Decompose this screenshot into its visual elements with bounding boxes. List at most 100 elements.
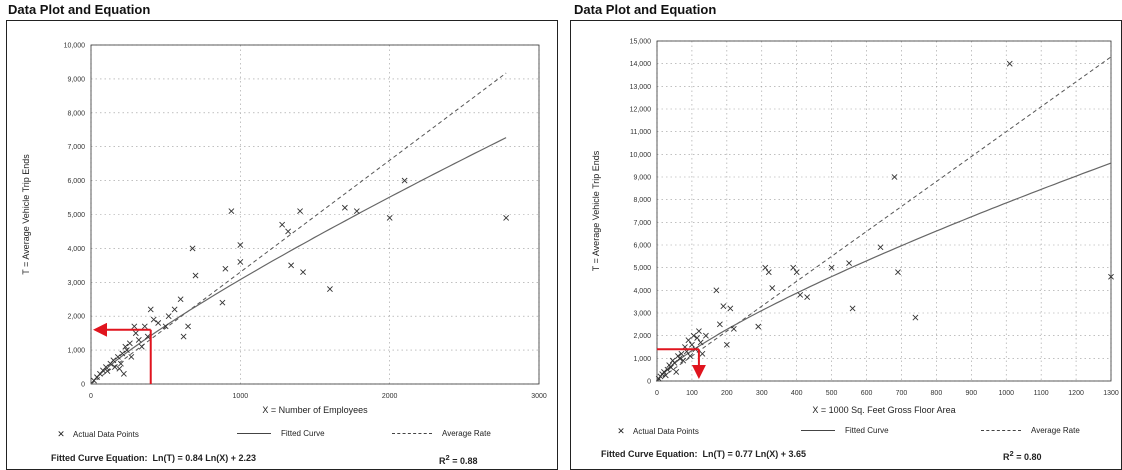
data-point <box>353 208 360 215</box>
x-tick-label: 1300 <box>1103 390 1119 397</box>
data-point <box>165 313 172 320</box>
legend-fitted: Fitted Curve <box>801 426 889 435</box>
fitted-curve-line <box>90 137 507 385</box>
data-point <box>228 208 235 215</box>
data-point <box>661 369 667 375</box>
average-rate-line <box>656 56 1112 382</box>
data-point <box>769 285 776 291</box>
data-point <box>762 264 769 271</box>
x-axis-label: X = Number of Employees <box>262 405 368 415</box>
data-point <box>104 368 111 375</box>
average-rate-line <box>90 72 507 385</box>
x-tick-label: 1100 <box>1034 390 1049 397</box>
x-tick-label: 200 <box>721 390 733 397</box>
x-tick-label: 500 <box>826 390 838 397</box>
y-tick-label: 10,000 <box>64 43 86 50</box>
data-point <box>111 364 118 370</box>
x-tick-label: 700 <box>896 390 908 397</box>
data-point <box>237 242 244 248</box>
data-point <box>503 214 510 221</box>
y-tick-label: 7,000 <box>67 144 85 151</box>
data-point <box>155 320 162 326</box>
data-point <box>727 305 734 312</box>
data-point <box>702 332 709 339</box>
x-tick-label: 1000 <box>998 390 1014 397</box>
solid-line-icon <box>237 433 271 435</box>
y-tick-label: 7,000 <box>633 220 651 227</box>
x-axis-label: X = 1000 Sq. Feet Gross Floor Area <box>812 405 955 415</box>
y-tick-label: 0 <box>647 379 651 386</box>
data-point <box>849 305 856 312</box>
legend-fitted: Fitted Curve <box>237 429 325 438</box>
y-tick-label: 9,000 <box>633 175 651 182</box>
y-tick-label: 2,000 <box>67 314 85 321</box>
data-point <box>219 299 226 306</box>
data-point <box>730 325 737 332</box>
y-tick-label: 6,000 <box>67 178 85 185</box>
x-tick-label: 3000 <box>531 393 547 400</box>
data-point <box>401 177 408 184</box>
data-point <box>673 369 680 375</box>
plot-border <box>90 44 540 385</box>
data-point <box>793 269 800 276</box>
y-tick-label: 13,000 <box>630 84 652 91</box>
data-point <box>116 365 123 372</box>
data-point <box>126 340 133 347</box>
chart-title: Data Plot and Equation <box>8 2 151 17</box>
data-point <box>662 372 669 379</box>
scatter-plot-employees: 0 1,000 2,000 3,000 4,000 5,000 6,000 7,000 8,00… <box>21 43 547 416</box>
r-squared: R2 = 0.88 <box>439 453 478 466</box>
x-tick-label: 800 <box>931 390 943 397</box>
data-point <box>110 357 117 364</box>
y-tick-label: 11,000 <box>630 129 651 136</box>
data-point <box>1006 60 1013 67</box>
data-point <box>122 343 129 350</box>
legend-points: ✕ Actual Data Points <box>55 429 139 440</box>
y-tick-label: 14,000 <box>630 61 652 68</box>
y-tick-label: 8,000 <box>633 197 651 204</box>
data-point <box>327 286 333 292</box>
scatter-plot-floor-area: 0 1,000 2,000 3,000 4,000 5,000 6,000 7,000 8,00… <box>591 39 1119 416</box>
y-tick-label: 5,000 <box>67 212 85 219</box>
data-point <box>804 294 811 301</box>
data-point <box>123 347 130 354</box>
y-tick-label: 3,000 <box>633 311 651 318</box>
data-point <box>790 264 797 271</box>
fitted-curve-line <box>656 162 1112 381</box>
y-tick-label: 4,000 <box>67 246 85 253</box>
data-point <box>120 370 127 377</box>
data-point <box>690 332 697 339</box>
data-point <box>912 314 919 321</box>
data-point <box>117 360 124 367</box>
legend-average: Average Rate <box>981 426 1080 435</box>
x-tick-label: 600 <box>861 390 873 397</box>
chart-frame: 0 1,000 2,000 3,000 4,000 5,000 6,000 7,000 8,00… <box>6 20 558 470</box>
chart-title: Data Plot and Equation <box>574 2 717 17</box>
data-point <box>828 264 835 271</box>
x-marker-icon: ✕ <box>57 429 65 439</box>
data-point <box>797 291 804 298</box>
data-point <box>135 337 142 343</box>
y-tick-label: 12,000 <box>630 107 652 114</box>
x-tick-label: 0 <box>89 393 93 400</box>
x-tick-label: 400 <box>791 390 803 397</box>
data-point <box>1108 273 1114 280</box>
data-point <box>189 245 196 252</box>
data-point <box>177 296 184 303</box>
y-tick-label: 0 <box>81 382 85 389</box>
dashed-line-icon <box>392 433 432 435</box>
chart-panel-floor-area: Data Plot and Equation 0 1,000 2,000 3,000 4… <box>566 0 1122 470</box>
data-point <box>131 323 138 330</box>
data-point <box>279 221 286 228</box>
data-point <box>668 364 674 371</box>
data-point <box>891 174 898 180</box>
data-point <box>716 321 723 328</box>
y-tick-label: 2,000 <box>633 333 651 340</box>
data-point <box>138 343 145 350</box>
y-tick-label: 1,000 <box>633 356 651 363</box>
x-tick-label: 1200 <box>1068 390 1084 397</box>
chart-frame: 0 1,000 2,000 3,000 4,000 5,000 6,000 7,000 8,00… <box>570 20 1122 470</box>
data-point <box>765 269 772 276</box>
data-point <box>685 337 692 344</box>
data-point <box>680 357 687 364</box>
